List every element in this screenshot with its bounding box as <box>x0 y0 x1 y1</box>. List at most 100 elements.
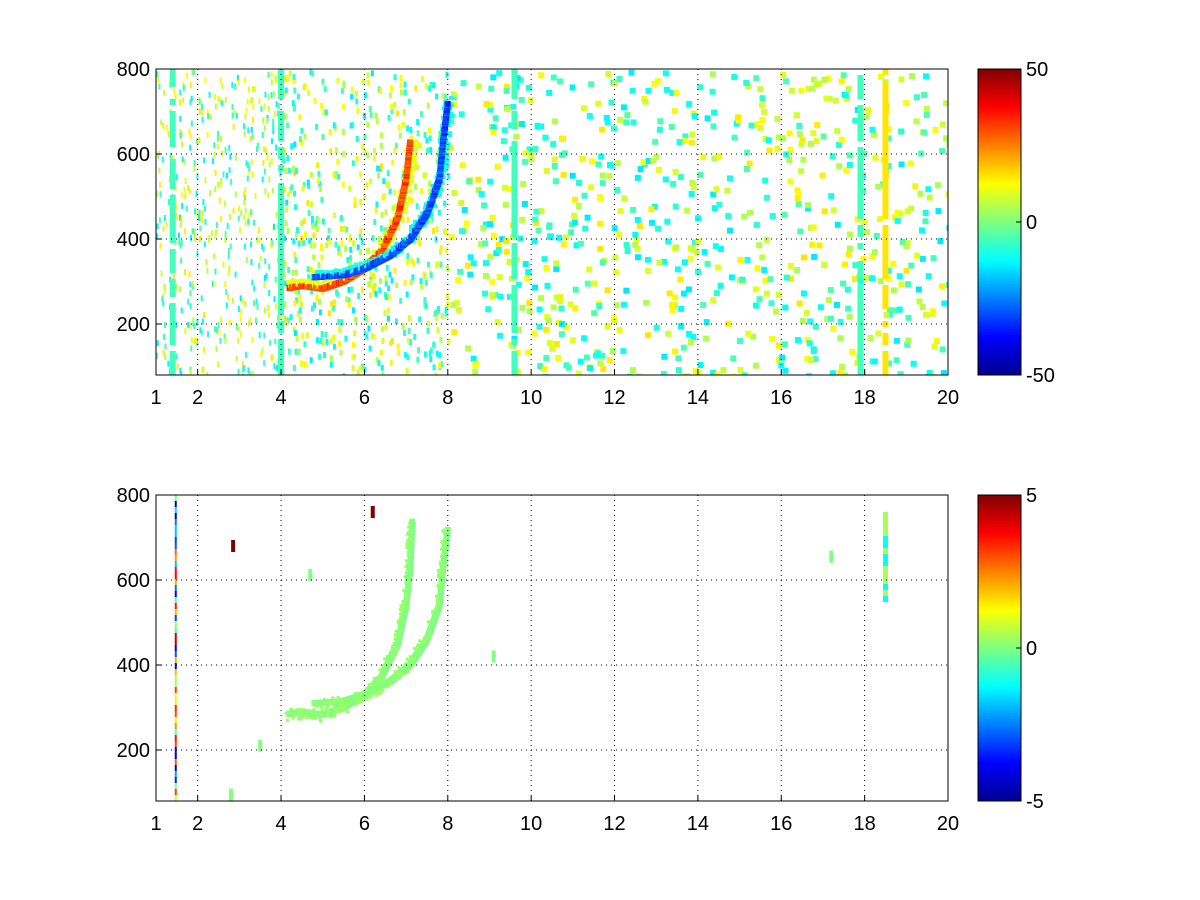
ridge-halo-cell <box>324 712 328 716</box>
noise-cell <box>807 318 814 325</box>
noise-cell <box>922 218 929 225</box>
ridge-halo-cell <box>369 695 373 699</box>
band-cell <box>882 542 888 548</box>
noise-cell <box>450 301 457 308</box>
ridge-halo-cell <box>377 241 382 246</box>
noise-cell <box>234 154 237 161</box>
ridge-halo-cell <box>446 142 451 147</box>
noise-cell <box>301 332 305 339</box>
noise-cell <box>503 238 510 245</box>
band-cell <box>511 291 518 297</box>
y-tick-label: 400 <box>117 655 150 677</box>
noise-cell <box>541 366 548 373</box>
noise-cell <box>390 337 394 344</box>
noise-cell <box>871 358 878 365</box>
noise-cell <box>885 126 892 133</box>
ridge-halo-cell <box>312 708 316 712</box>
ridge-halo-cell <box>433 204 438 209</box>
noise-cell <box>243 214 246 221</box>
noise-cell <box>227 253 230 260</box>
noise-cell <box>193 229 196 236</box>
band-cell <box>174 657 177 663</box>
noise-cell <box>384 280 388 287</box>
noise-cell <box>339 319 343 326</box>
noise-cell <box>669 301 676 308</box>
noise-cell <box>283 260 287 267</box>
ridge-halo-cell <box>284 711 288 715</box>
noise-cell <box>316 177 320 184</box>
noise-cell <box>645 332 652 339</box>
noise-cell <box>264 307 267 314</box>
noise-cell <box>448 118 455 125</box>
band-cell <box>169 123 176 129</box>
noise-cell <box>768 300 775 307</box>
band-cell <box>169 261 176 267</box>
noise-cell <box>350 286 354 293</box>
ridge-halo-cell <box>406 196 411 201</box>
ridge-halo-cell <box>409 135 414 140</box>
noise-cell <box>188 128 191 135</box>
noise-cell <box>228 144 231 151</box>
noise-cell <box>239 315 242 322</box>
noise-cell <box>932 126 939 133</box>
noise-cell <box>744 256 751 263</box>
ridge-halo-cell <box>437 189 442 194</box>
noise-cell <box>389 339 393 346</box>
band-cell <box>857 321 864 327</box>
noise-cell <box>913 118 920 125</box>
noise-cell <box>685 286 692 293</box>
noise-cell <box>367 281 371 288</box>
noise-cell <box>796 130 803 137</box>
band-cell <box>278 279 285 285</box>
noise-cell <box>898 76 905 83</box>
ridge-halo-cell <box>289 280 294 285</box>
noise-cell <box>617 208 624 215</box>
noise-cell <box>464 345 471 352</box>
noise-cell <box>424 172 428 179</box>
noise-cell <box>662 70 669 77</box>
noise-cell <box>460 80 467 87</box>
noise-cell <box>620 104 627 111</box>
noise-cell <box>184 268 187 275</box>
ridge-halo-cell <box>409 229 414 234</box>
band-cell <box>174 597 177 603</box>
noise-cell <box>307 274 311 281</box>
noise-cell <box>222 171 225 178</box>
ridge-halo-cell <box>408 531 412 535</box>
band-cell <box>882 261 889 267</box>
ridge-halo-cell <box>442 553 446 557</box>
noise-cell <box>403 279 407 286</box>
noise-cell <box>162 225 165 232</box>
ridge-halo-cell <box>391 647 395 651</box>
noise-cell <box>198 214 201 221</box>
noise-cell <box>320 254 324 261</box>
noise-cell <box>189 369 192 375</box>
noise-cell <box>907 160 914 167</box>
ridge-halo-cell <box>320 713 324 717</box>
ridge-halo-cell <box>439 547 443 551</box>
noise-cell <box>763 290 770 297</box>
noise-cell <box>390 277 394 284</box>
noise-cell <box>189 99 192 106</box>
noise-cell <box>483 272 490 279</box>
ridge-halo-cell <box>319 270 324 275</box>
band-cell <box>278 75 285 81</box>
noise-cell <box>758 102 765 109</box>
noise-cell <box>268 289 271 296</box>
top-colorbar: 500-50 <box>977 59 1055 387</box>
noise-cell <box>645 157 652 164</box>
band-cell <box>169 327 176 333</box>
ridge-halo-cell <box>393 670 397 674</box>
noise-cell <box>274 338 277 345</box>
noise-cell <box>379 142 383 149</box>
noise-cell <box>428 350 432 357</box>
noise-cell <box>416 130 420 137</box>
noise-cell <box>852 117 859 124</box>
noise-cell <box>741 213 748 220</box>
noise-cell <box>193 338 196 345</box>
noise-cell <box>832 97 839 104</box>
noise-cell <box>423 132 427 139</box>
noise-cell <box>583 354 590 361</box>
noise-cell <box>189 322 192 329</box>
